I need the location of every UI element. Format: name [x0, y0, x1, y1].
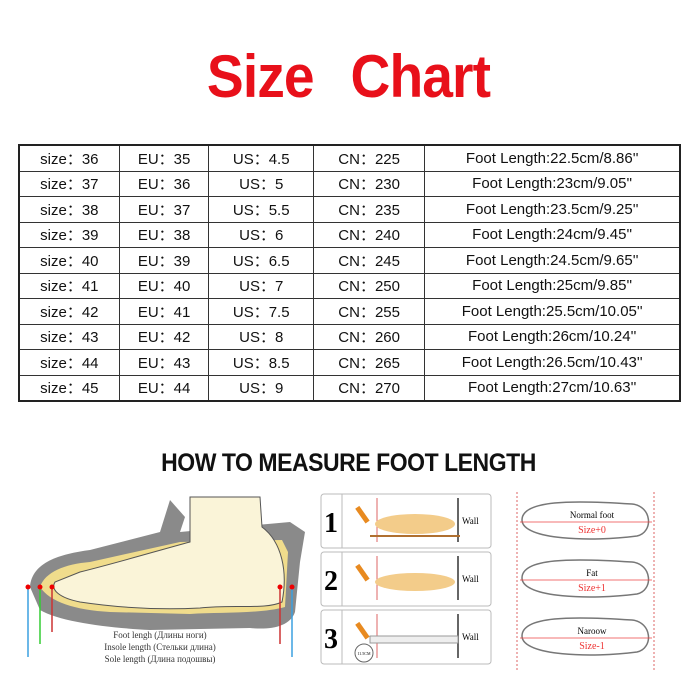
cn-cell: CN：225	[312, 144, 426, 172]
table-row: size：38 EU：37 US：5.5 CN：235 Foot Length:23.5…	[18, 196, 681, 223]
ruler-icon	[369, 635, 459, 644]
eu-cell: EU：37	[118, 196, 210, 223]
foot-length-cell: Foot Length:25.5cm/10.05''	[424, 298, 681, 325]
cn-cell: CN：265	[312, 349, 426, 376]
title-word-size: Size	[206, 43, 315, 110]
foot-type-name: Naroow	[578, 626, 607, 636]
foot-length-cell: Foot Length:22.5cm/8.86''	[424, 144, 681, 172]
foot-length-cell: Foot Length:27cm/10.63''	[424, 374, 681, 402]
eu-cell: EU：40	[118, 272, 210, 299]
foot-length-cell: Foot Length:26.5cm/10.43''	[424, 349, 681, 376]
foot-icon	[375, 573, 455, 591]
foot-length-cell: Foot Length:24.5cm/9.65''	[424, 247, 681, 274]
size-cell: size：40	[18, 247, 120, 274]
us-cell: US：7	[208, 272, 314, 299]
foot-icon	[375, 514, 455, 534]
table-row: size：40 EU：39 US：6.5 CN：245 Foot Length:24.5…	[18, 247, 681, 274]
us-cell: US：5	[208, 170, 314, 197]
foot-length-cell: Foot Length:26cm/10.24''	[424, 323, 681, 350]
cn-cell: CN：270	[312, 374, 426, 402]
us-cell: US：8	[208, 323, 314, 350]
step-number: 2	[324, 566, 338, 597]
wall-label: Wall	[462, 574, 479, 584]
ruler-reading: 11.5CM	[357, 651, 371, 656]
size-cell: size：44	[18, 349, 120, 376]
table-row: size：37 EU：36 US：5 CN：230 Foot Length:23cm/9…	[18, 170, 681, 197]
size-cell: size：38	[18, 196, 120, 223]
table-row: size：45 EU：44 US：9 CN：270 Foot Length:27cm/1…	[18, 374, 681, 402]
how-to-measure-heading: HOW TO MEASURE FOOT LENGTH	[161, 449, 536, 477]
step-number: 1	[324, 508, 338, 539]
us-cell: US：6.5	[208, 247, 314, 274]
wall-label: Wall	[462, 632, 479, 642]
insole-length-label: Insole length (Стельки длина)	[104, 642, 216, 652]
table-row: size：36 EU：35 US：4.5 CN：225 Foot Length:22.5…	[18, 144, 681, 172]
shoe-cross-section-diagram: Foot lengh (Длины ноги) Insole length (С…	[25, 496, 305, 664]
wall-label: Wall	[462, 516, 479, 526]
foot-outline-icon	[521, 617, 650, 656]
table-row: size：42 EU：41 US：7.5 CN：255 Foot Length:25.5…	[18, 298, 681, 325]
us-cell: US：5.5	[208, 196, 314, 223]
cn-cell: CN：245	[312, 247, 426, 274]
step-number: 3	[324, 624, 338, 655]
us-cell: US：7.5	[208, 298, 314, 325]
table-row: size：41 EU：40 US：7 CN：250 Foot Length:25cm/9…	[18, 272, 681, 299]
size-cell: size：36	[18, 144, 120, 172]
eu-cell: EU：36	[118, 170, 210, 197]
foot-shape	[53, 496, 285, 610]
sole-length-label: Sole length (Длина подошвы)	[105, 654, 216, 664]
foot-length-cell: Foot Length:23.5cm/9.25''	[424, 196, 681, 223]
foot-type-size: Size+1	[578, 583, 606, 594]
page-title: Size Chart	[28, 42, 669, 111]
foot-length-cell: Foot Length:25cm/9.85''	[424, 272, 681, 299]
cn-cell: CN：260	[312, 323, 426, 350]
foot-width-types-diagram: Normal foot Size+0 Fat Size+1 Naroow Size-1	[516, 492, 655, 670]
eu-cell: EU：43	[118, 349, 210, 376]
eu-cell: EU：41	[118, 298, 210, 325]
us-cell: US：8.5	[208, 349, 314, 376]
size-cell: size：43	[18, 323, 120, 350]
cn-cell: CN：235	[312, 196, 426, 223]
foot-length-cell: Foot Length:24cm/9.45''	[424, 221, 681, 248]
foot-type-size: Size-1	[579, 641, 605, 652]
eu-cell: EU：42	[118, 323, 210, 350]
pencil-icon	[355, 505, 370, 524]
foot-type-size: Size+0	[578, 525, 606, 536]
size-table: size：36 EU：35 US：4.5 CN：225 Foot Length:22.5…	[18, 144, 681, 402]
measuring-steps-diagram: 1 Wall 2 Wall 3 11.5CM Wall	[320, 493, 492, 665]
foot-length-cell: Foot Length:23cm/9.05''	[424, 170, 681, 197]
cn-cell: CN：255	[312, 298, 426, 325]
us-cell: US：6	[208, 221, 314, 248]
eu-cell: EU：44	[118, 374, 210, 402]
pencil-icon	[355, 563, 370, 582]
pencil-icon	[355, 621, 370, 640]
cn-cell: CN：240	[312, 221, 426, 248]
cn-cell: CN：230	[312, 170, 426, 197]
cn-cell: CN：250	[312, 272, 426, 299]
eu-cell: EU：39	[118, 247, 210, 274]
title-word-chart: Chart	[350, 43, 491, 110]
size-cell: size：45	[18, 374, 120, 402]
eu-cell: EU：35	[118, 144, 210, 172]
us-cell: US：4.5	[208, 144, 314, 172]
foot-outline-icon	[521, 559, 650, 598]
foot-outline-icon	[521, 501, 650, 540]
foot-type-name: Fat	[586, 568, 598, 578]
eu-cell: EU：38	[118, 221, 210, 248]
table-row: size：39 EU：38 US：6 CN：240 Foot Length:24cm/9…	[18, 221, 681, 248]
foot-length-label: Foot lengh (Длины ноги)	[113, 630, 206, 640]
table-row: size：43 EU：42 US：8 CN：260 Foot Length:26cm/1…	[18, 323, 681, 350]
foot-type-name: Normal foot	[570, 510, 615, 520]
size-cell: size：37	[18, 170, 120, 197]
size-cell: size：39	[18, 221, 120, 248]
us-cell: US：9	[208, 374, 314, 402]
table-row: size：44 EU：43 US：8.5 CN：265 Foot Length:26.5…	[18, 349, 681, 376]
size-cell: size：42	[18, 298, 120, 325]
size-cell: size：41	[18, 272, 120, 299]
